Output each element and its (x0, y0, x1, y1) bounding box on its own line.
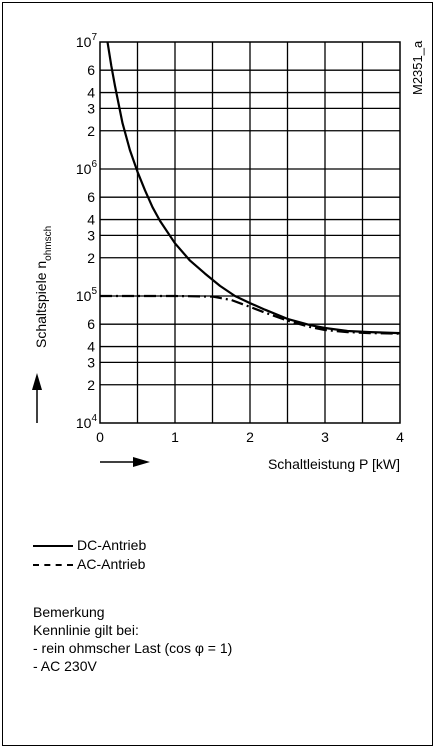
y-axis-label-main: Schaltspiele n (33, 261, 49, 348)
remarks: Bemerkung Kennlinie gilt bei: - rein ohm… (33, 603, 232, 675)
y-tick-label: 4 (87, 85, 95, 101)
y-axis-arrow (32, 373, 42, 423)
y-axis-label: Schaltspiele nohmsch (33, 226, 54, 348)
legend-item-dc: DC-Antrieb (33, 536, 146, 555)
y-tick-label: 6 (87, 316, 95, 332)
y-tick-label: 6 (87, 62, 95, 78)
x-axis-label: Schaltleistung P [kW] (268, 456, 400, 472)
x-tick-label: 2 (246, 429, 254, 445)
y-tick-label: 104 (76, 413, 98, 431)
remarks-title: Bemerkung (33, 604, 105, 620)
y-tick-label: 3 (87, 354, 95, 370)
series-line-dc-antrieb (106, 41, 401, 335)
series-group (100, 41, 401, 335)
y-tick-label: 3 (87, 100, 95, 116)
figure-id: M2351_a (410, 40, 425, 95)
y-axis-label-sub: ohmsch (43, 226, 54, 261)
y-tick-label: 4 (87, 339, 95, 355)
y-tick-label: 2 (87, 123, 95, 139)
x-tick-label: 4 (396, 429, 404, 445)
x-tick-label: 3 (321, 429, 329, 445)
x-tick-label: 0 (96, 429, 104, 445)
legend-item-ac: AC-Antrieb (33, 555, 146, 574)
legend: DC-Antrieb AC-Antrieb (33, 536, 146, 574)
legend-line-dashdot (33, 563, 73, 566)
y-tick-label: 4 (87, 212, 95, 228)
remarks-line-1: Kennlinie gilt bei: (33, 622, 139, 638)
legend-line-solid (33, 544, 73, 547)
grid-vertical (136, 42, 364, 423)
legend-label-ac: AC-Antrieb (77, 556, 146, 572)
y-tick-label: 107 (76, 32, 98, 50)
y-tick-label: 105 (76, 286, 98, 304)
y-tick-label: 106 (76, 159, 98, 177)
remarks-line-2: - rein ohmscher Last (cos φ = 1) (33, 640, 233, 656)
remarks-line-3: - AC 230V (33, 658, 97, 674)
y-tick-label: 3 (87, 227, 95, 243)
plot-area (99, 41, 401, 424)
x-axis-arrow (100, 457, 150, 467)
y-tick-label: 2 (87, 377, 95, 393)
series-line-ac-antrieb (100, 294, 401, 335)
legend-label-dc: DC-Antrieb (77, 537, 147, 553)
y-tick-label: 2 (87, 250, 95, 266)
x-tick-labels: 0 1 2 3 4 (96, 429, 404, 445)
x-tick-label: 1 (171, 429, 179, 445)
y-tick-label: 6 (87, 189, 95, 205)
